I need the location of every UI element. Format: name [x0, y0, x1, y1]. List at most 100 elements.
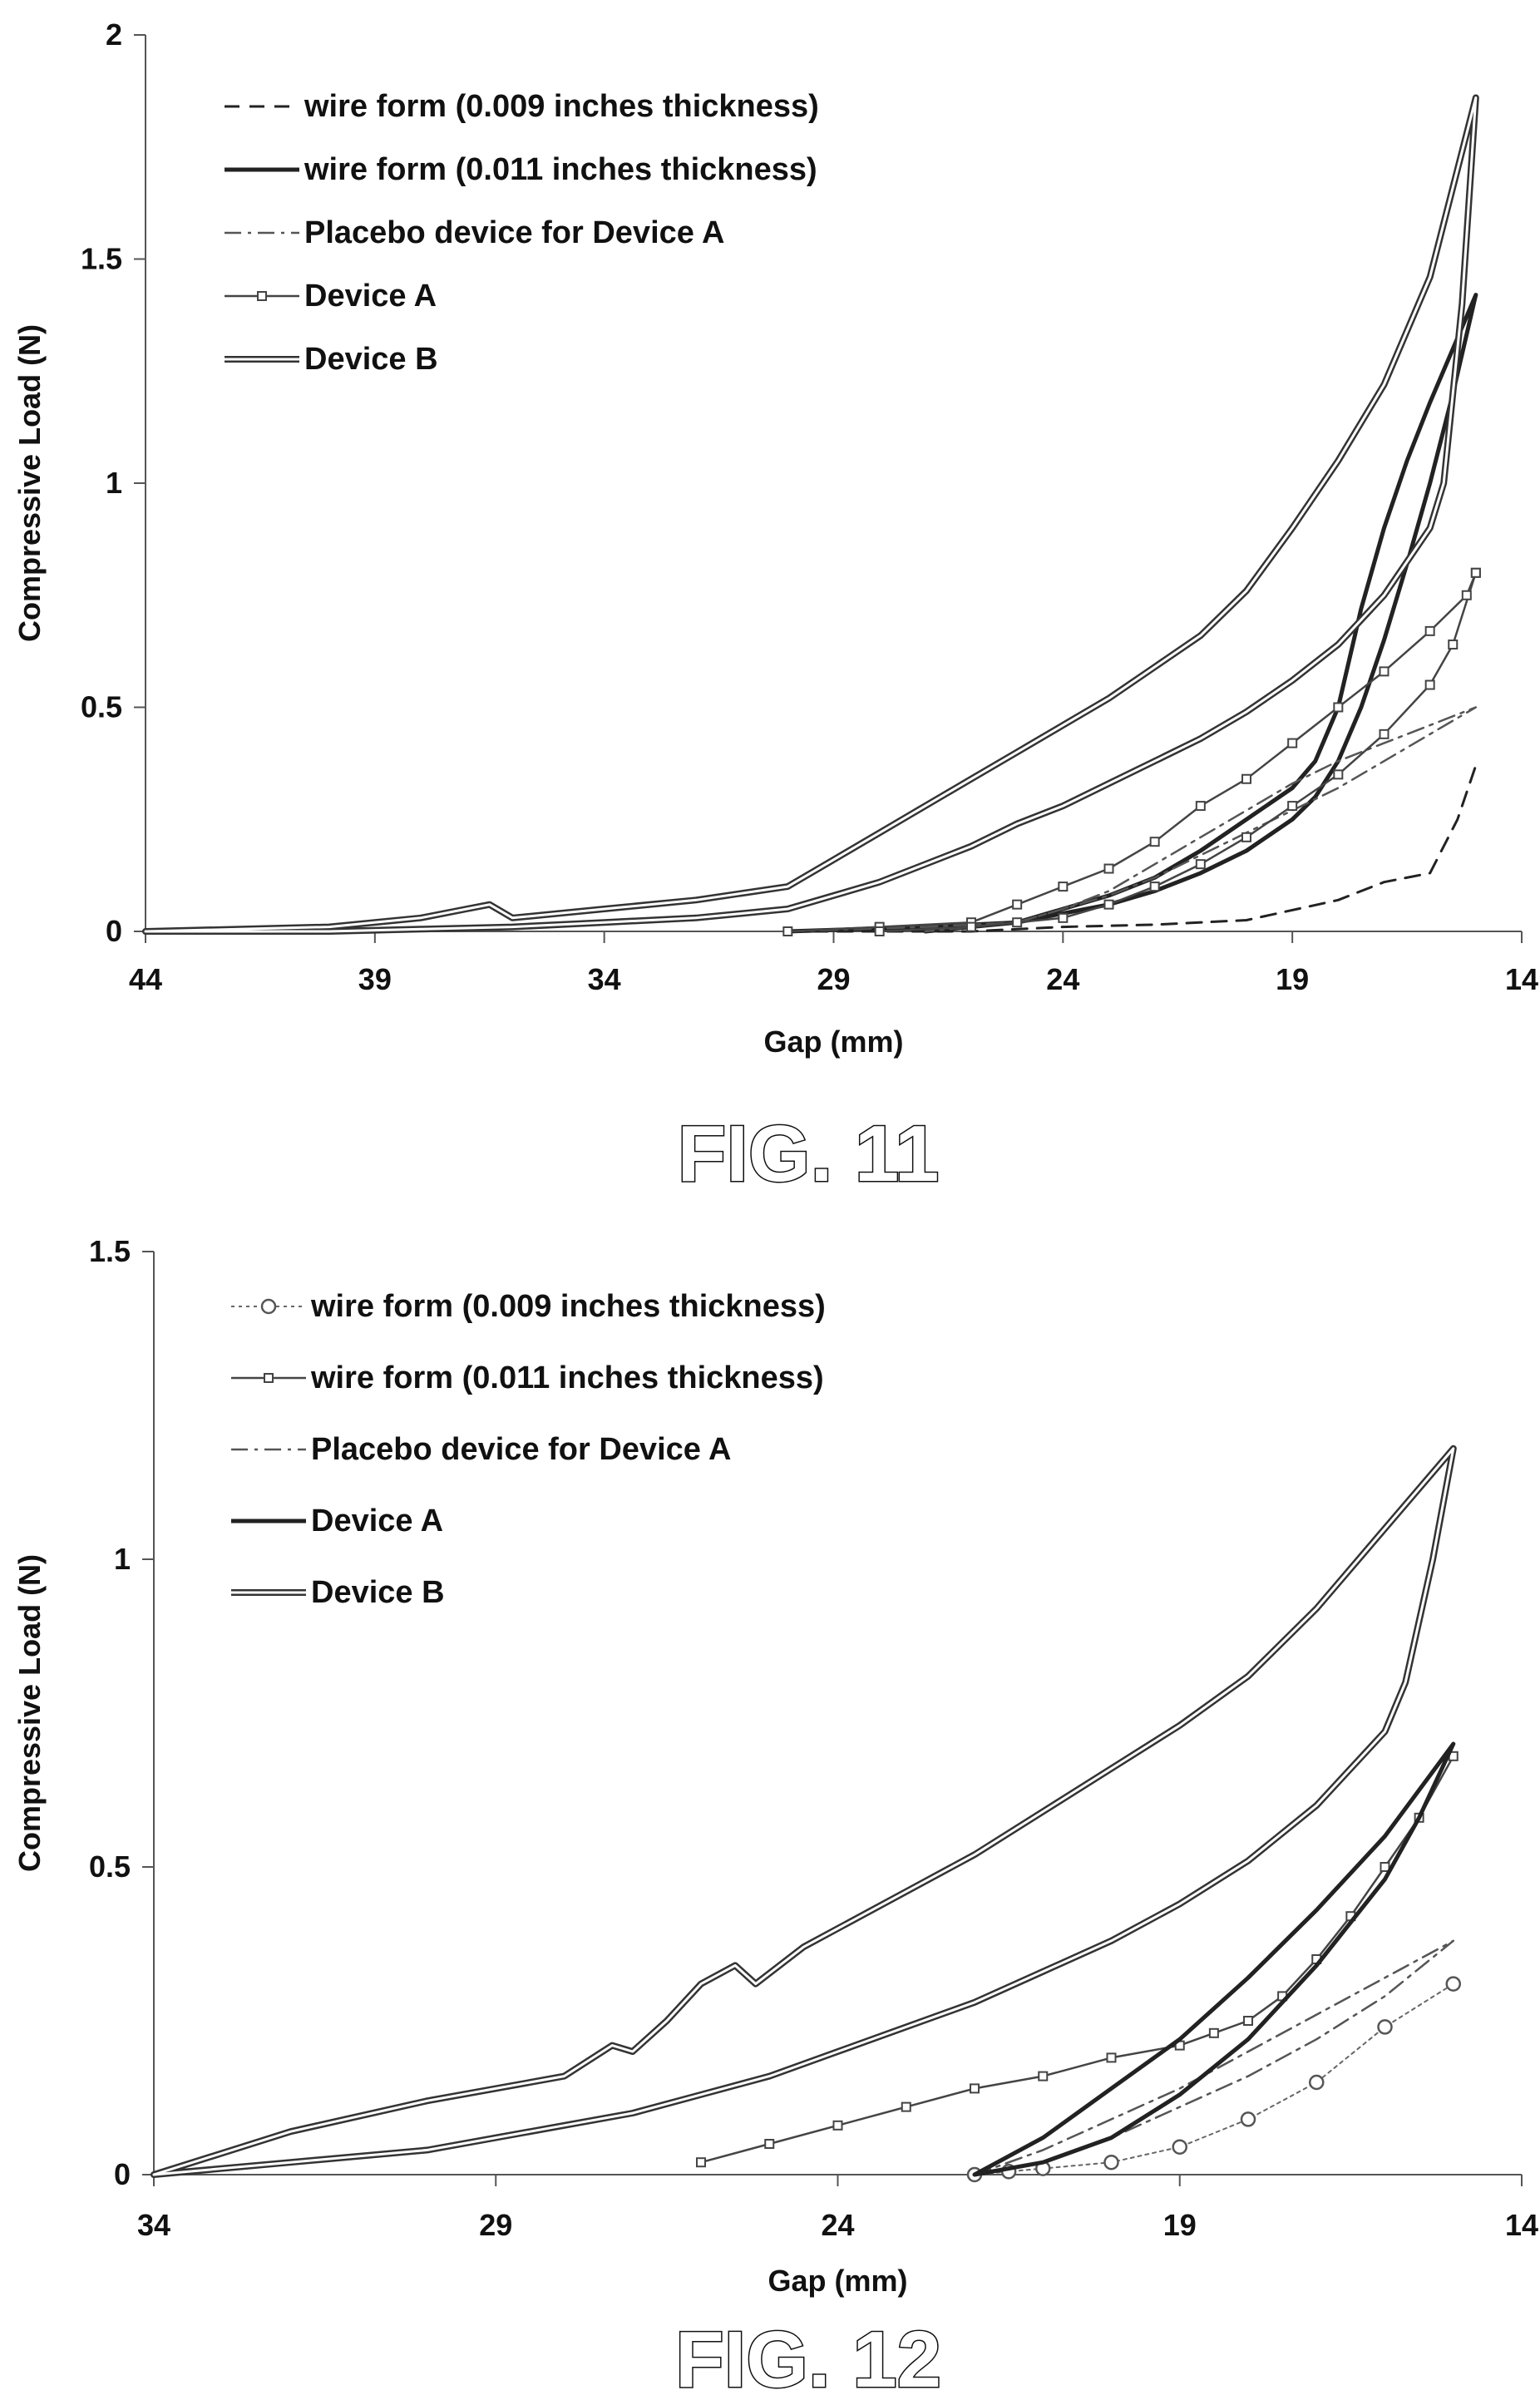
y-tick-label: 1 — [114, 1542, 131, 1576]
y-tick-label: 1 — [106, 466, 122, 500]
data-point — [901, 2101, 911, 2112]
axes: 34 29 24 19 14 0 0.5 1 1.5 — [89, 1234, 1538, 2242]
data-point — [1038, 2071, 1049, 2082]
series-line — [152, 1447, 1455, 2176]
legend-marker — [257, 291, 267, 301]
data-point — [1058, 882, 1069, 892]
series-line — [785, 293, 1478, 934]
series-line — [144, 96, 1478, 933]
x-tick-label: 14 — [1505, 2208, 1538, 2242]
legend-entry: Placebo device for Device A — [231, 1432, 732, 1467]
data-point — [1470, 567, 1481, 578]
x-tick-label: 24 — [1046, 962, 1079, 996]
data-point — [1333, 769, 1344, 780]
series-line — [973, 1939, 1455, 2176]
data-point — [1379, 728, 1389, 739]
data-point — [1379, 666, 1389, 677]
legend-label: Placebo device for Device A — [304, 215, 725, 250]
x-tick-label: 24 — [821, 2208, 854, 2242]
data-point — [1103, 2154, 1119, 2170]
data-point — [1424, 625, 1435, 636]
series-line — [151, 1444, 1457, 2178]
legend-entry: wire form (0.009 inches thickness) — [231, 1289, 826, 1324]
series-device-a — [782, 567, 1481, 936]
y-tick-label: 1.5 — [89, 1234, 131, 1268]
data-point — [1172, 2139, 1187, 2155]
legend-entry: Device B — [225, 342, 438, 377]
axes: 44 39 34 29 24 19 14 0 0.5 1 1.5 2 — [81, 17, 1538, 996]
data-point — [782, 926, 793, 936]
x-axis-title: Gap (mm) — [763, 1025, 903, 1059]
y-tick-label: 0 — [106, 914, 122, 948]
series-line — [699, 1755, 1455, 2164]
legend-label: Placebo device for Device A — [311, 1432, 732, 1467]
data-point — [1103, 899, 1114, 910]
x-tick-label: 29 — [817, 962, 850, 996]
y-tick-label: 0 — [114, 2157, 131, 2191]
series-line — [972, 1741, 1456, 2177]
data-point — [1448, 640, 1459, 650]
x-tick-label: 19 — [1276, 962, 1309, 996]
y-axis-title: Compressive Load (N) — [12, 1554, 47, 1872]
legend-entry: Device A — [225, 279, 437, 314]
data-point — [1012, 899, 1023, 910]
y-axis-title: Compressive Load (N) — [12, 324, 47, 642]
data-point — [874, 926, 885, 936]
legend-label: wire form (0.009 inches thickness) — [304, 89, 819, 124]
legend-label: wire form (0.011 inches thickness) — [304, 152, 817, 187]
data-point — [970, 2083, 980, 2094]
series-device-b — [151, 1444, 1457, 2178]
chart-fig-11: 44 39 34 29 24 19 14 0 0.5 1 1.5 2 Gap (mm) Compressi… — [12, 17, 1538, 1200]
data-point — [764, 2139, 775, 2149]
series-line — [974, 1983, 1454, 2175]
figure-caption: FIG. 11 — [678, 1109, 940, 1198]
legend-entry: wire form (0.011 inches thickness) — [231, 1361, 824, 1395]
data-point — [966, 921, 976, 932]
legend-label: Device B — [311, 1575, 445, 1610]
series-device-b — [142, 94, 1479, 935]
x-tick-label: 44 — [129, 962, 162, 996]
data-point — [1424, 679, 1435, 690]
legend-label: Device A — [304, 279, 437, 314]
y-tick-label: 1.5 — [81, 242, 122, 276]
data-point — [1058, 912, 1069, 923]
legend-entry: wire form (0.011 inches thickness) — [225, 152, 817, 187]
figure-caption: FIG. 12 — [675, 2315, 941, 2404]
data-point — [1208, 2027, 1219, 2038]
legend-marker — [260, 1298, 277, 1315]
data-point — [1377, 2019, 1393, 2035]
data-point — [1333, 702, 1344, 713]
data-point — [1243, 2016, 1253, 2026]
y-tick-label: 2 — [106, 17, 122, 52]
legend-label: Device B — [304, 342, 438, 377]
data-point — [1287, 738, 1298, 748]
data-point — [1240, 2111, 1256, 2127]
data-point — [1149, 882, 1160, 892]
series-placebo-device-for-device-a — [973, 1939, 1455, 2176]
data-point — [1287, 801, 1298, 812]
legend-entry: Device A — [231, 1504, 443, 1538]
data-point — [1195, 859, 1206, 870]
legend-entry: Placebo device for Device A — [225, 215, 725, 250]
series-line — [787, 571, 1478, 933]
x-tick-label: 39 — [358, 962, 392, 996]
data-point — [1241, 773, 1251, 784]
data-point — [1195, 801, 1206, 812]
data-point — [1445, 1976, 1461, 1992]
y-tick-label: 0.5 — [89, 1849, 131, 1884]
x-tick-label: 14 — [1505, 962, 1538, 996]
data-point — [832, 2120, 843, 2131]
data-point — [1309, 2074, 1325, 2091]
series-wire-form-0-011-inches-thickness — [785, 293, 1478, 934]
x-tick-label: 29 — [479, 2208, 512, 2242]
legend-marker — [264, 1373, 274, 1383]
data-point — [1380, 1862, 1390, 1872]
chart-fig-12: 34 29 24 19 14 0 0.5 1 1.5 Gap (mm) Compressive Lo… — [12, 1234, 1538, 2405]
data-point — [1461, 590, 1472, 600]
series-wire-form-0-009-inches-thickness — [786, 764, 1478, 933]
legend-entry: Device B — [231, 1575, 445, 1610]
series-line — [787, 706, 1478, 933]
data-point — [696, 2157, 706, 2168]
legend-label: Device A — [311, 1504, 443, 1538]
